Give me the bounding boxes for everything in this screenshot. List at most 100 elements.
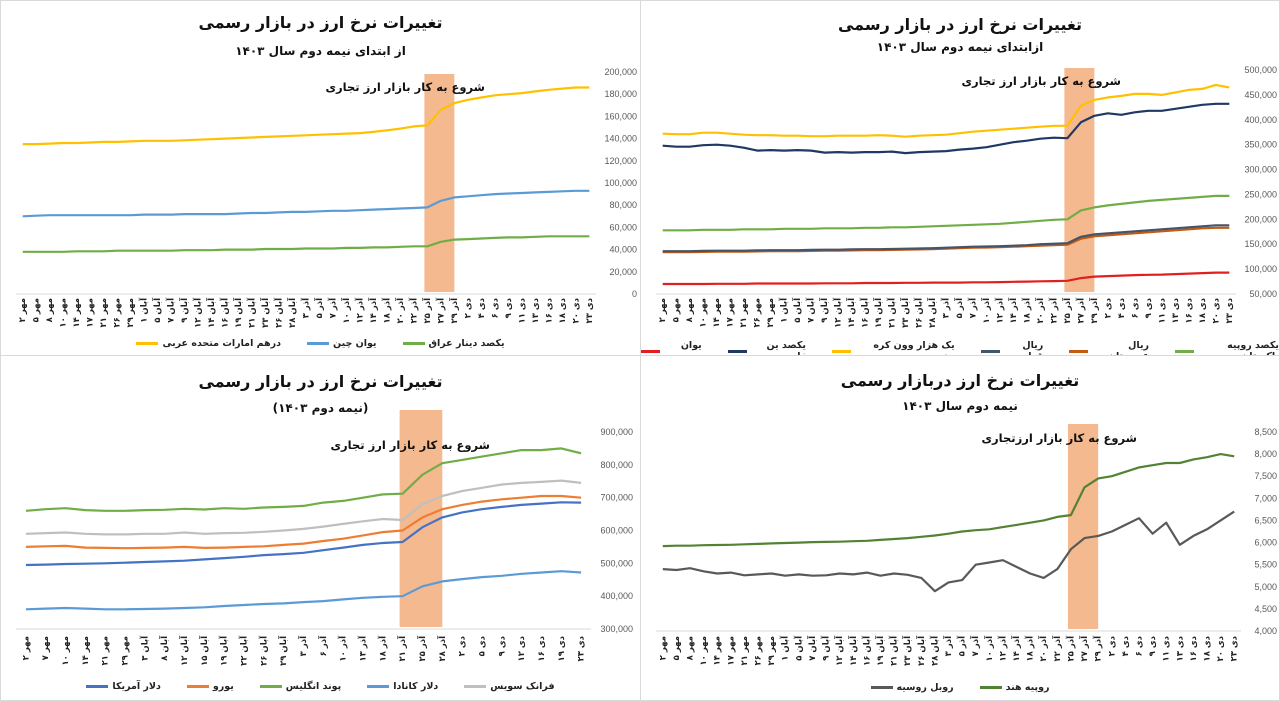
x-tick-label: ۲۸ آبان xyxy=(928,635,940,666)
x-tick-label: ۲ دی xyxy=(1107,635,1117,656)
legend-swatch xyxy=(259,685,282,688)
x-tick-label: ۷ آبان xyxy=(806,635,818,661)
x-tick-label: ۶ دی xyxy=(1134,635,1144,656)
x-tick-label: ۴ دی xyxy=(477,297,487,318)
legend-item: دلار آمریکا xyxy=(86,681,161,692)
x-tick-label: ۲۹ مهر xyxy=(121,636,131,666)
x-tick-label: ۹ دی xyxy=(504,297,514,318)
x-tick-label: ۱۴ مهر xyxy=(72,298,82,328)
y-tick-label: 900,000 xyxy=(600,427,633,437)
x-tick-label: ۱۱ دی xyxy=(1162,635,1172,661)
legend-swatch xyxy=(464,685,487,688)
x-tick-label: ۱۶ دی xyxy=(1189,635,1199,661)
legend-item: یکصد دینار عراق xyxy=(402,338,505,349)
x-tick-label: ۲۰ آذر xyxy=(1037,635,1049,662)
x-tick-label: ۲ مهر xyxy=(658,636,668,660)
series-line xyxy=(25,494,582,550)
x-tick-label: ۱۸ آذر xyxy=(376,635,388,662)
legend-item: یوان چین xyxy=(641,340,702,355)
x-tick-label: ۲۶ آبان xyxy=(257,635,269,666)
series-line xyxy=(662,224,1230,253)
x-tick-label: ۱۸ آذر xyxy=(380,297,392,324)
x-tick-label: ۲۸ آبان xyxy=(926,297,938,328)
legend-label: ریال قطر xyxy=(1022,340,1044,355)
x-tick-label: ۵ مهر xyxy=(672,636,682,660)
x-tick-label: ۱۰ آذر xyxy=(337,635,349,662)
x-tick-label: ۲۹ مهر xyxy=(766,298,776,328)
y-tick-label: 4,000 xyxy=(1254,626,1277,636)
x-tick-label: ۱۷ مهر xyxy=(726,636,736,666)
x-tick-label: ۲۱ مهر xyxy=(739,298,749,328)
legend-label: روپیه هند xyxy=(1005,682,1050,693)
x-tick-label: ۱۹ آبان xyxy=(232,297,244,328)
y-tick-label: 200,000 xyxy=(1244,214,1277,224)
y-tick-label: 8,000 xyxy=(1254,449,1277,459)
y-tick-label: 300,000 xyxy=(1244,165,1277,175)
x-tick-label: ۱۱ دی xyxy=(1157,297,1167,323)
legend: فرانک سویس دلار کانادا پوند انگلیس یورو دلار… xyxy=(1,681,640,692)
x-tick-label: ۱۱ دی xyxy=(517,297,527,323)
chart-panel-rub-inr: 4,000 4,500 5,000 5,500 6,000 6,500 7,000 7,500… xyxy=(640,355,1280,701)
legend-label: یکصد ین ژاپن xyxy=(766,340,806,355)
y-tick-label: 20,000 xyxy=(609,267,637,277)
y-tick-label: 50,000 xyxy=(1249,289,1277,299)
x-tick-label: ۲۵ آذر xyxy=(1064,635,1076,662)
x-tick-label: ۱۰ مهر xyxy=(699,298,709,328)
x-tick-label: ۱۶ آبان xyxy=(859,297,871,328)
y-tick-label: 600,000 xyxy=(600,526,633,536)
legend-item: دلار کانادا xyxy=(367,681,438,692)
x-tick-label: ۱۲ آبان xyxy=(832,297,844,328)
y-tick-label: 6,000 xyxy=(1254,538,1277,548)
x-tick-label: ۵ آبان xyxy=(792,635,804,661)
x-tick-label: ۲۱ آبان xyxy=(886,297,898,328)
y-tick-label: 4,500 xyxy=(1254,604,1277,614)
x-tick-label: ۲۱ آذر xyxy=(396,635,408,662)
legend-swatch xyxy=(980,349,1000,353)
x-tick-label: ۲ مهر xyxy=(21,636,31,660)
x-tick-label: ۲۰ آذر xyxy=(394,297,406,324)
legend-item: فرانک سویس xyxy=(464,681,555,692)
x-tick-label: ۱۸ دی xyxy=(1202,635,1212,661)
x-tick-label: ۱۳ دی xyxy=(531,297,541,323)
x-tick-label: ۷ مهر xyxy=(41,636,51,660)
legend-label: پوند انگلیس xyxy=(285,681,342,692)
x-tick-label: ۲۱ مهر xyxy=(99,298,109,328)
legend-item: یورو xyxy=(186,681,234,692)
legend-swatch xyxy=(1069,349,1089,353)
x-tick-label: ۲۹ آبان xyxy=(277,635,289,666)
x-tick-label: ۲۱ آبان xyxy=(888,635,900,666)
legend-label: یوان چین xyxy=(333,338,377,349)
legend-label: ریال عربستان xyxy=(1108,340,1150,355)
x-tick-label: ۱۶ دی xyxy=(544,297,554,323)
x-tick-label: ۱۸ آذر xyxy=(1020,297,1032,324)
x-tick-label: ۲۵ آذر xyxy=(416,635,428,662)
legend-swatch xyxy=(402,342,425,345)
x-tick-label: ۵ مهر xyxy=(672,298,682,322)
x-tick-label: ۱۲ آبان xyxy=(192,297,204,328)
x-tick-label: ۳ آذر xyxy=(297,635,309,656)
x-tick-label: ۱۴ آذر xyxy=(1007,297,1019,324)
x-tick-label: ۵ دی xyxy=(477,635,487,656)
y-tick-label: 250,000 xyxy=(1244,189,1277,199)
legend-swatch xyxy=(86,685,109,688)
legend: یکصد دینار عراق یوان چین درهم امارات متحده… xyxy=(1,338,640,349)
series-line xyxy=(25,570,582,611)
x-tick-label: ۲۷ آذر xyxy=(434,297,446,324)
y-tick-label: 350,000 xyxy=(1244,140,1277,150)
x-tick-label: ۷ آذر xyxy=(966,297,978,318)
series-line xyxy=(25,501,582,567)
x-tick-label: ۲۱ مهر xyxy=(740,636,750,666)
x-tick-label: ۲۳ آبان xyxy=(259,297,271,328)
legend-label: یکصد روپیه پاکستان xyxy=(1227,340,1279,355)
x-tick-label: ۸ آبان xyxy=(158,635,170,661)
series-line xyxy=(662,452,1235,548)
x-tick-label: ۲۹ مهر xyxy=(126,298,136,328)
y-tick-label: 80,000 xyxy=(609,200,637,210)
x-tick-label: ۶ آذر xyxy=(317,635,329,656)
x-tick-label: ۲۰ دی xyxy=(1216,635,1226,661)
x-tick-label: ۹ آبان xyxy=(820,635,832,661)
x-tick-label: ۱۵ آبان xyxy=(198,635,210,666)
y-tick-label: 0 xyxy=(632,289,637,299)
y-tick-label: 500,000 xyxy=(600,558,633,568)
x-tick-label: ۴ دی xyxy=(1121,635,1131,656)
